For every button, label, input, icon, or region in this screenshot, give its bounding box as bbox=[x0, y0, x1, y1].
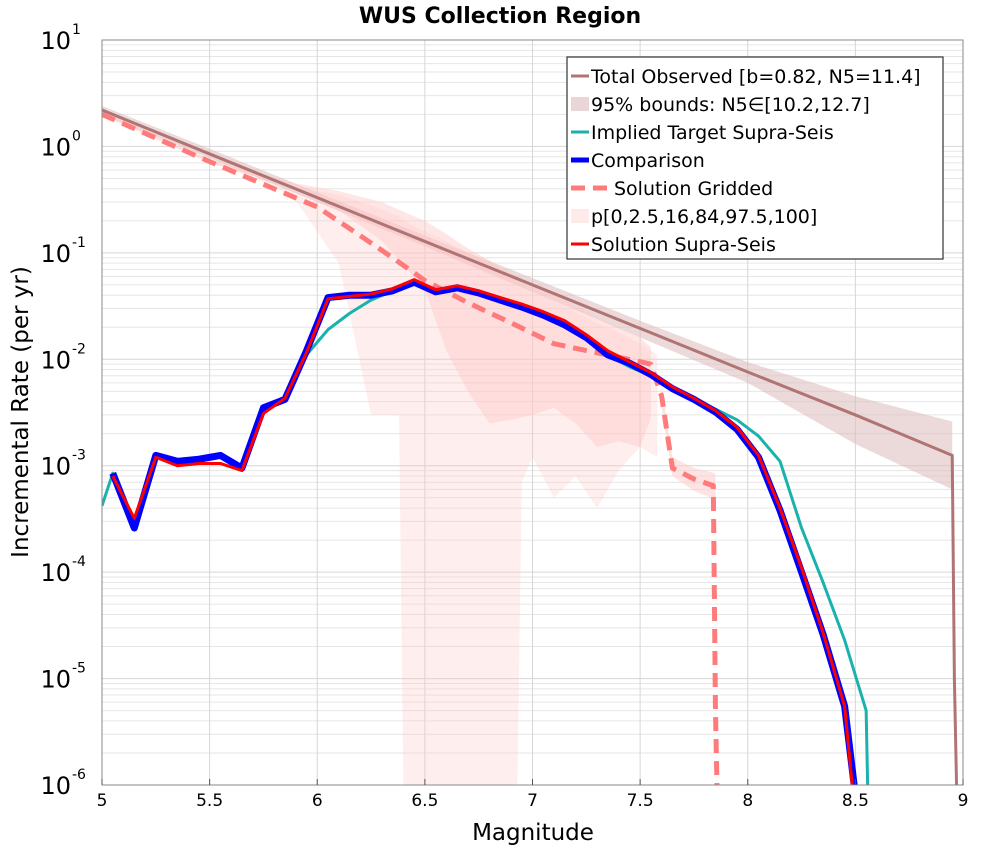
x-tick-label: 7.5 bbox=[627, 791, 654, 811]
x-tick-label: 6.5 bbox=[411, 791, 438, 811]
y-tick-label: 10 bbox=[40, 772, 71, 800]
y-tick-exponent: -2 bbox=[72, 341, 86, 357]
x-axis-ticks: 5 5.5 6 6.5 7 7.5 8 8.5 9 bbox=[97, 779, 969, 811]
legend-label: 95% bounds: N5∈[10.2,12.7] bbox=[591, 94, 870, 116]
y-tick-label: 10 bbox=[40, 133, 71, 161]
x-tick-label: 8.5 bbox=[842, 791, 869, 811]
x-tick-label: 5 bbox=[97, 791, 108, 811]
legend-label: Total Observed [b=0.82, N5=11.4] bbox=[590, 66, 921, 88]
legend-swatch bbox=[571, 209, 589, 223]
band-p-0-2-5-16-84-97-5-100- bbox=[102, 112, 658, 785]
x-tick-label: 8 bbox=[742, 791, 753, 811]
y-tick-label: 10 bbox=[40, 27, 71, 55]
legend-label: p[0,2.5,16,84,97.5,100] bbox=[591, 206, 817, 228]
x-tick-label: 7 bbox=[527, 791, 538, 811]
y-tick-exponent: -5 bbox=[72, 661, 86, 677]
x-tick-label: 6 bbox=[312, 791, 323, 811]
y-tick-label: 10 bbox=[40, 346, 71, 374]
y-tick-label: 10 bbox=[40, 666, 71, 694]
legend: Total Observed [b=0.82, N5=11.4] 95% boun… bbox=[566, 56, 944, 260]
y-tick-exponent: 0 bbox=[72, 128, 81, 144]
legend-label: Solution Supra-Seis bbox=[591, 234, 776, 256]
y-tick-label: 10 bbox=[40, 240, 71, 268]
series-layer bbox=[102, 108, 959, 785]
legend-label: Implied Target Supra-Seis bbox=[591, 122, 834, 144]
y-tick-exponent: -1 bbox=[72, 235, 86, 251]
x-axis-label: Magnitude bbox=[472, 820, 594, 846]
y-tick-exponent: -6 bbox=[72, 767, 86, 783]
y-tick-exponent: -4 bbox=[72, 554, 86, 570]
band-inner-percentile bbox=[102, 113, 651, 447]
legend-label: Solution Gridded bbox=[614, 178, 773, 200]
legend-box bbox=[566, 56, 944, 260]
legend-swatch bbox=[571, 97, 589, 111]
y-tick-label: 10 bbox=[40, 453, 71, 481]
legend-label: Comparison bbox=[591, 150, 705, 172]
chart-title: WUS Collection Region bbox=[359, 4, 641, 29]
x-tick-label: 5.5 bbox=[196, 791, 223, 811]
series-solution-supra-seis bbox=[111, 278, 854, 785]
y-tick-exponent: -3 bbox=[72, 448, 86, 464]
y-axis-label: Incremental Rate (per yr) bbox=[8, 266, 34, 558]
series-solution-gridded bbox=[102, 112, 720, 785]
y-tick-exponent: 1 bbox=[72, 22, 81, 38]
x-tick-label: 9 bbox=[958, 791, 969, 811]
y-tick-label: 10 bbox=[40, 559, 71, 587]
series-total-observed-b-0-82-n5-11-4- bbox=[102, 108, 959, 785]
